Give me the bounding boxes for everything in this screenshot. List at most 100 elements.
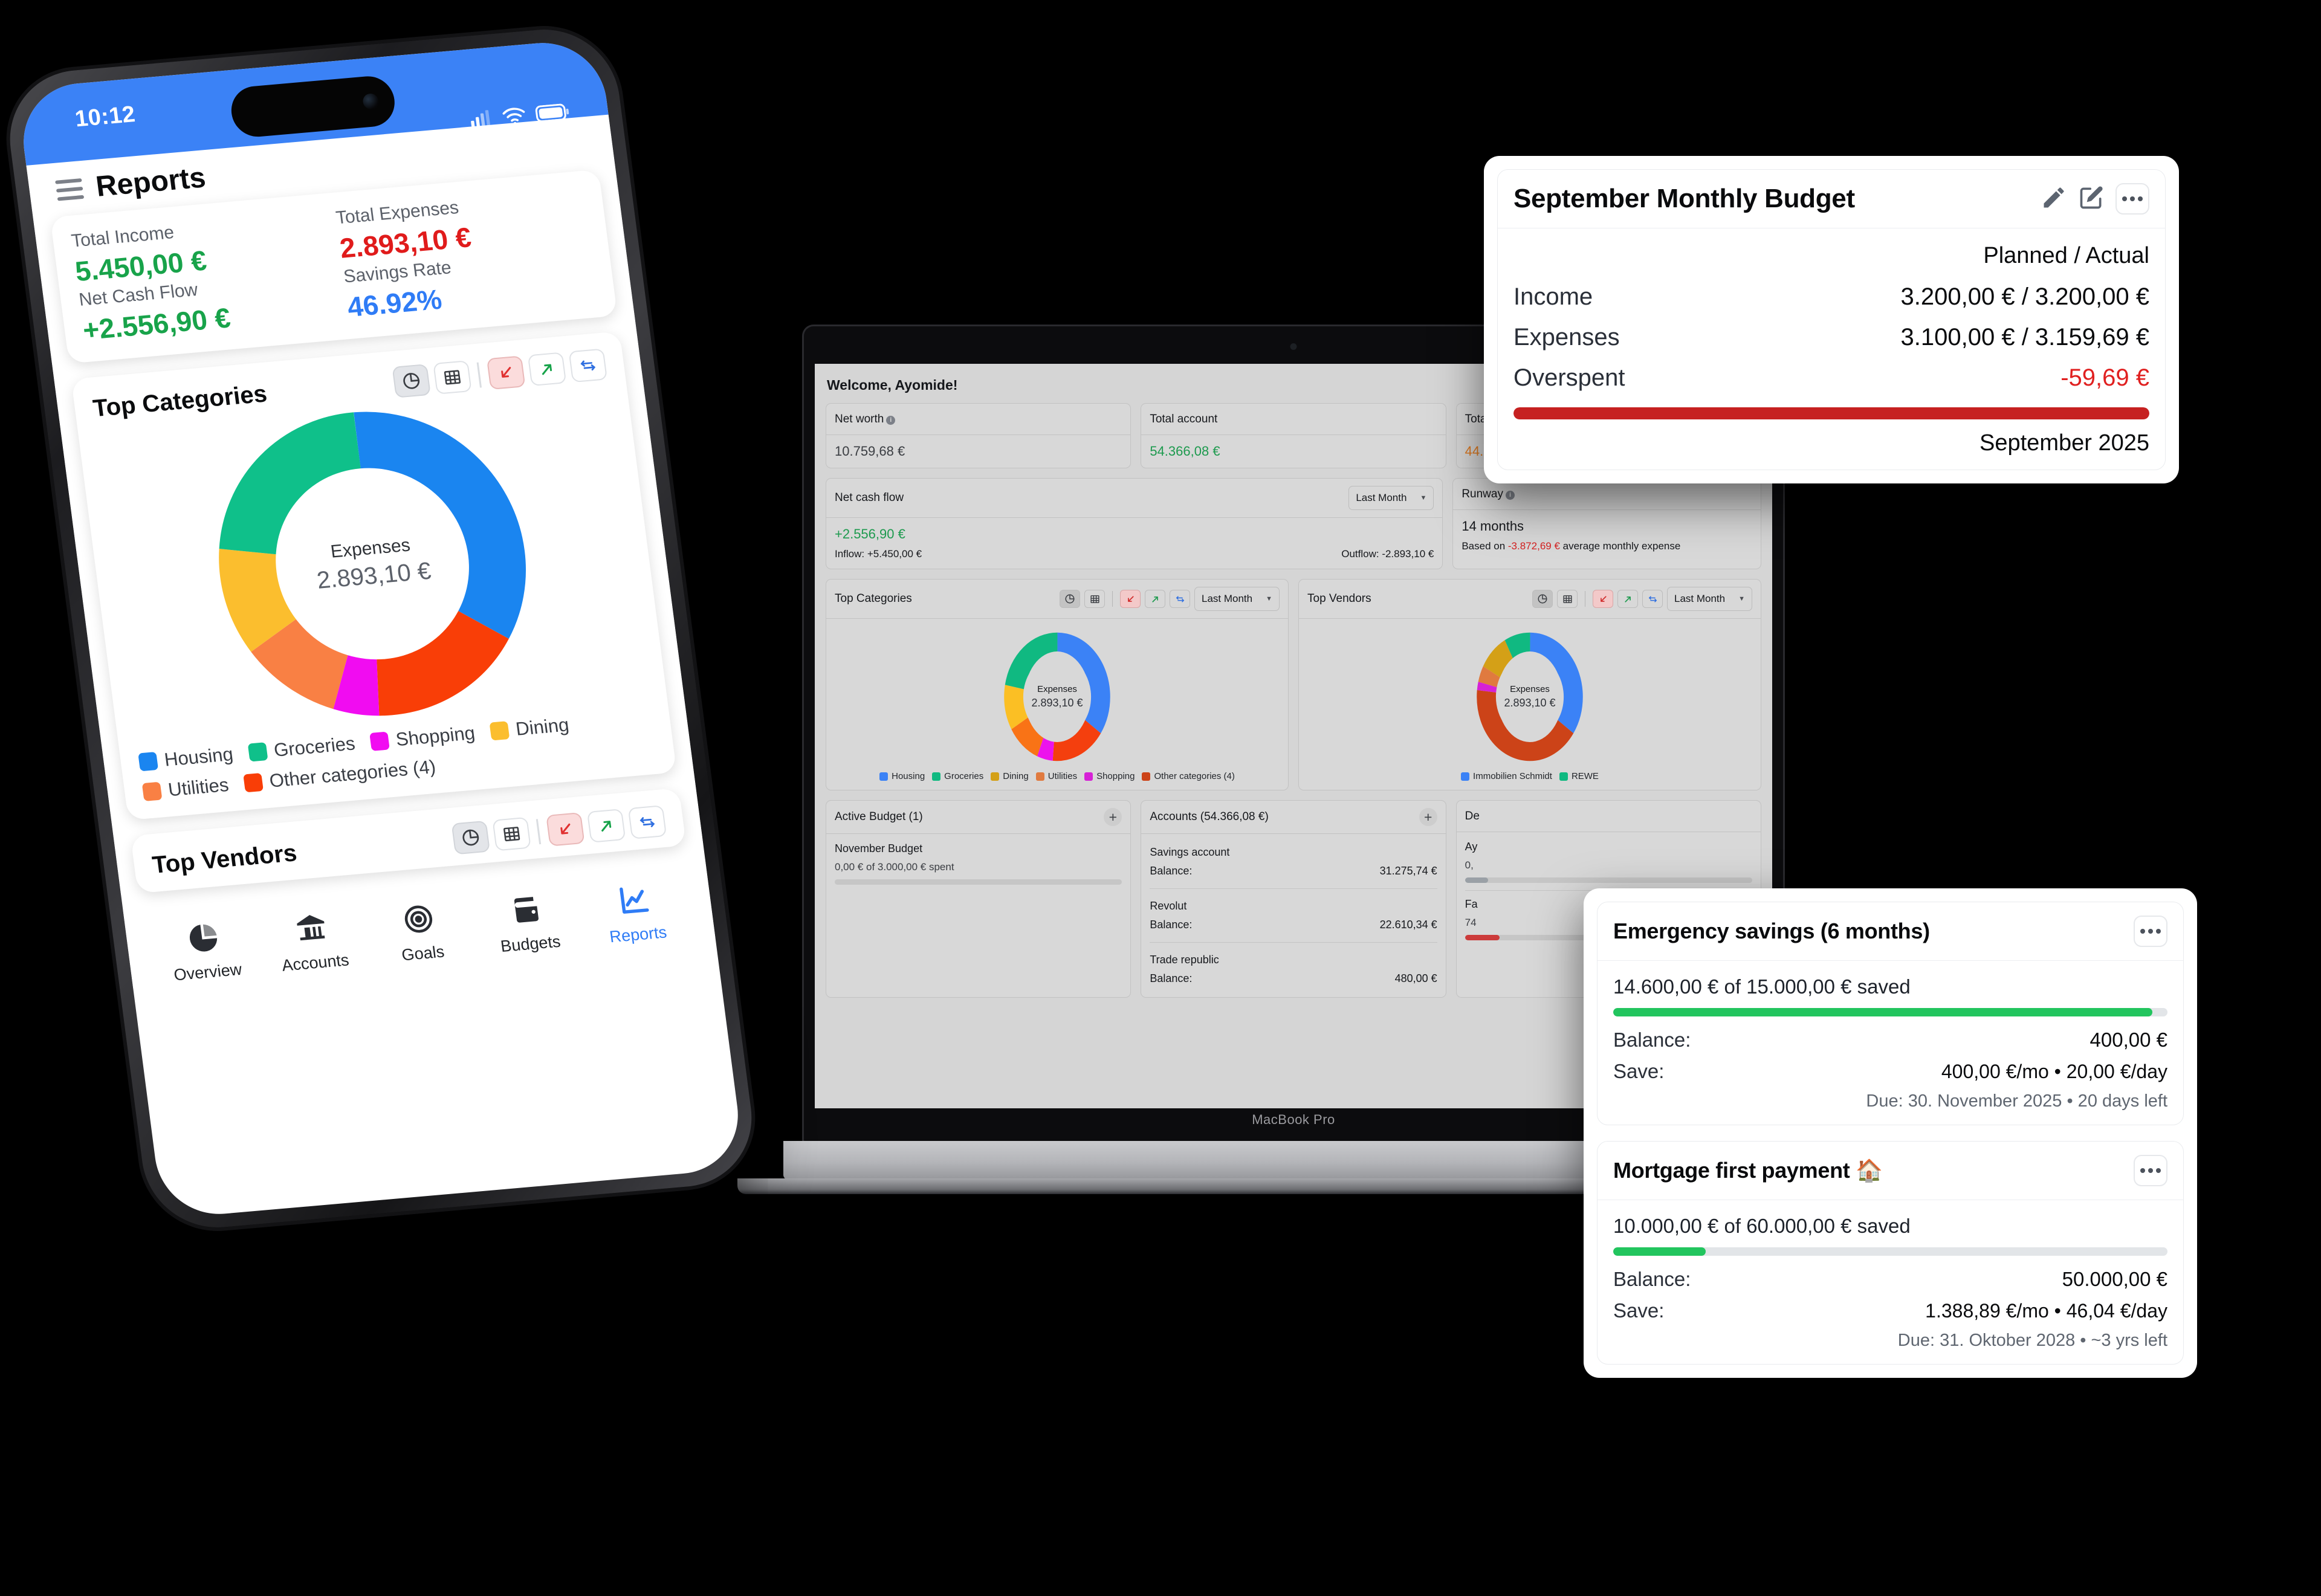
active-budget-card[interactable]: Active Budget (1) + November Budget 0,00… — [826, 800, 1131, 998]
period-select-net-cash-flow[interactable]: Last Month ▼ — [1348, 486, 1434, 510]
expense-filter-icon[interactable] — [1593, 590, 1613, 608]
net-cash-flow-card[interactable]: Net cash flow Last Month ▼ +2.556,90 € I… — [826, 478, 1443, 569]
add-account-icon[interactable]: + — [1419, 808, 1437, 826]
runway-card[interactable]: Runway i 14 months Based on -3.872,69 € a… — [1452, 478, 1761, 569]
hamburger-menu-icon[interactable] — [54, 178, 85, 201]
period-select-top-vendors[interactable]: Last Month ▼ — [1667, 587, 1752, 611]
period-value: Last Month — [1356, 492, 1407, 503]
budget-row-overspent: Overspent -59,69 € — [1513, 364, 2149, 392]
tab-goals[interactable]: Goals — [368, 899, 472, 967]
donut-center-value: 2.893,10 € — [1031, 697, 1083, 709]
legend-swatch — [991, 772, 1000, 781]
runway-basis-prefix: Based on — [1462, 540, 1508, 552]
stat-label: Total account — [1150, 412, 1218, 425]
chart-view-icon[interactable] — [451, 820, 491, 855]
chart-view-icon[interactable] — [392, 364, 431, 398]
page-title: Reports — [94, 161, 208, 203]
app-content: Total Income 5.450,00 € Total Expenses 2… — [33, 167, 704, 895]
tab-accounts[interactable]: Accounts — [261, 908, 364, 977]
account-row[interactable]: Savings account Balance: 31.275,74 € — [1150, 842, 1437, 881]
row-label: Income — [1513, 283, 1593, 310]
goal-title: Emergency savings (6 months) — [1613, 919, 1930, 943]
legend-label: Dining — [514, 714, 571, 740]
chart-view-icon[interactable] — [1532, 590, 1553, 608]
ellipsis-icon[interactable] — [2115, 183, 2149, 215]
tab-label: Budgets — [499, 932, 562, 956]
table-view-icon[interactable] — [433, 360, 472, 395]
income-filter-icon[interactable] — [1617, 590, 1638, 608]
donut-center-label: Expenses — [329, 535, 412, 562]
donut-cards-row: Top Categories — [826, 579, 1761, 790]
expense-filter-icon[interactable] — [546, 812, 585, 847]
account-balance-label: Balance: — [1150, 919, 1193, 931]
pencil-square-icon[interactable] — [2078, 184, 2105, 214]
period-select-top-categories[interactable]: Last Month ▼ — [1194, 587, 1280, 611]
tab-overview[interactable]: Overview — [153, 917, 257, 986]
runway-label: Runway — [1462, 487, 1503, 500]
budget-progress-bar — [835, 879, 1122, 885]
chevron-down-icon: ▼ — [1266, 595, 1272, 603]
income-filter-icon[interactable] — [527, 352, 567, 387]
cashflow-runway-row: Net cash flow Last Month ▼ +2.556,90 € I… — [826, 478, 1761, 569]
goal-progress-bar — [1613, 1247, 2167, 1256]
table-view-icon[interactable] — [492, 816, 531, 851]
stat-card-net-worth[interactable]: Net worth i 10.759,68 € — [826, 403, 1131, 468]
battery-icon — [534, 103, 572, 126]
expense-filter-icon[interactable] — [486, 355, 526, 390]
legend-item: Other categories (4) — [1142, 771, 1235, 781]
legend-label: Immobilien Schmidt — [1473, 771, 1552, 781]
accounts-card[interactable]: Accounts (54.366,08 €) + Savings account… — [1141, 800, 1446, 998]
chart-view-icon[interactable] — [1060, 590, 1080, 608]
legend-item: Housing — [879, 771, 925, 781]
goal-balance-value: 50.000,00 € — [2062, 1268, 2167, 1290]
goal-save-row: Save: 400,00 €/mo • 20,00 €/day — [1613, 1060, 2167, 1083]
legend-label: REWE — [1571, 771, 1599, 781]
donut-svg — [219, 412, 526, 716]
card-title: Top Vendors — [151, 839, 299, 879]
phone-legend: Housing Groceries Shopping Dining Utilit… — [138, 707, 657, 803]
wallet-icon — [508, 892, 545, 930]
donut-svg — [1477, 632, 1583, 761]
add-budget-icon[interactable]: + — [1104, 808, 1122, 826]
stat-card-total-account[interactable]: Total account 54.366,08 € — [1141, 403, 1446, 468]
top-categories-card[interactable]: Top Categories — [826, 579, 1289, 790]
donut-center: Expenses 2.893,10 € — [1497, 651, 1562, 742]
ellipsis-icon[interactable] — [2134, 916, 2167, 947]
expense-filter-icon[interactable] — [1120, 590, 1141, 608]
legend-label: Groceries — [944, 771, 984, 781]
donut-center-value: 2.893,10 € — [1504, 697, 1556, 709]
transfer-filter-icon[interactable] — [627, 805, 667, 839]
info-icon[interactable]: i — [1505, 490, 1515, 500]
tab-budgets[interactable]: Budgets — [476, 890, 580, 958]
top-vendors-card[interactable]: Top Vendors — [1298, 579, 1761, 790]
table-view-icon[interactable] — [1084, 590, 1105, 608]
savings-goals-overlay: Emergency savings (6 months) 14.600,00 €… — [1584, 888, 2197, 1378]
net-cash-flow-header: Net cash flow Last Month ▼ — [826, 479, 1443, 518]
net-cash-flow-label: Net cash flow — [835, 491, 904, 504]
transfer-filter-icon[interactable] — [1642, 590, 1663, 608]
legend-item: Immobilien Schmidt — [1461, 771, 1552, 781]
legend-label: Dining — [1003, 771, 1029, 781]
ellipsis-icon[interactable] — [2134, 1155, 2167, 1186]
transfer-filter-icon[interactable] — [1170, 590, 1190, 608]
goal-save-value: 1.388,89 €/mo • 46,04 €/day — [1925, 1300, 2167, 1322]
info-icon[interactable]: i — [886, 415, 896, 425]
goal-card-body: 10.000,00 € of 60.000,00 € saved Balance… — [1598, 1200, 2183, 1364]
tab-reports[interactable]: Reports — [583, 880, 687, 948]
pencil-icon[interactable] — [2041, 184, 2067, 214]
iphone-screen: 10:12 — [16, 37, 746, 1220]
row-label: Overspent — [1513, 364, 1625, 391]
row-value: 3.100,00 € / 3.159,69 € — [1900, 324, 2149, 351]
transfer-filter-icon[interactable] — [568, 348, 608, 383]
top-vendors-donut-chart: Expenses 2.893,10 € — [1472, 627, 1587, 766]
account-row[interactable]: Revolut Balance: 22.610,34 € — [1150, 896, 1437, 935]
goal-saved-text: 14.600,00 € of 15.000,00 € saved — [1613, 975, 1911, 998]
account-balance-label: Balance: — [1150, 865, 1193, 877]
table-view-icon[interactable] — [1557, 590, 1578, 608]
top-categories-legend: Housing Groceries Dining Utilities Shopp… — [879, 771, 1235, 781]
income-filter-icon[interactable] — [1145, 590, 1165, 608]
account-row[interactable]: Trade republic Balance: 480,00 € — [1150, 950, 1437, 989]
toolbar-divider — [476, 362, 482, 388]
income-filter-icon[interactable] — [586, 809, 626, 843]
